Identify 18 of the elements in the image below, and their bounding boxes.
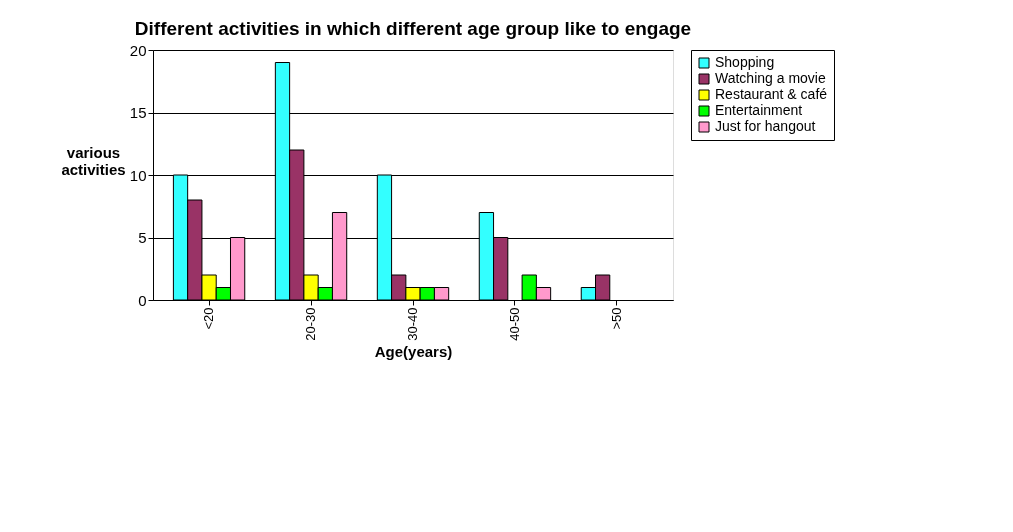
legend-label: Shopping bbox=[715, 54, 775, 70]
y-tick-label: 20 bbox=[129, 41, 147, 59]
x-axis-title: Age(years) bbox=[374, 342, 453, 360]
y-tick-label: 5 bbox=[138, 229, 147, 246]
legend-label: Entertainment bbox=[715, 102, 803, 118]
y-tick-label: 10 bbox=[129, 166, 147, 184]
x-tick-label: 30-40 bbox=[405, 307, 420, 341]
x-tick-label: 40-50 bbox=[506, 307, 522, 341]
x-tick-label: >50 bbox=[608, 307, 624, 330]
chart-title: Different activities in which different age group like to engage bbox=[134, 18, 692, 39]
x-tick-label: 20-30 bbox=[303, 307, 319, 341]
legend-label: Restaurant & café bbox=[715, 86, 828, 102]
y-axis-title: various activities bbox=[61, 143, 126, 178]
legend-label: Watching a movie bbox=[715, 70, 826, 86]
x-tick-label: <20 bbox=[201, 307, 217, 330]
y-tick-label: 15 bbox=[129, 104, 147, 121]
y-tick-label: 0 bbox=[138, 291, 147, 309]
legend-label: Just for hangout bbox=[715, 118, 816, 134]
